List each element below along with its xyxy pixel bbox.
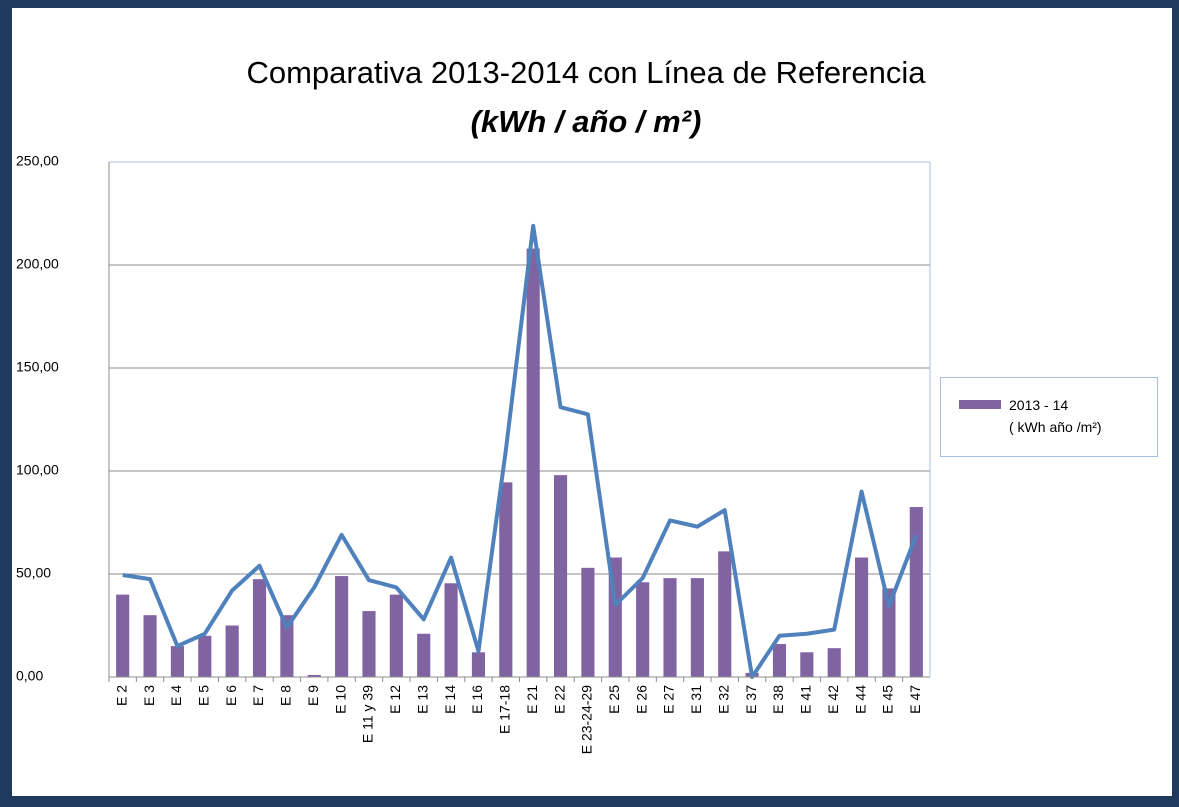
bar [718,551,732,677]
bar [690,578,704,677]
x-tick-label: E 10 [332,685,348,714]
y-tick-label: 150,00 [16,359,59,375]
y-tick-label: 200,00 [16,256,59,272]
x-tick-label: E 2 [113,685,129,706]
bar [389,594,403,677]
bar [307,674,321,677]
y-tick-label: 50,00 [16,565,51,581]
x-tick-label: E 45 [880,685,896,714]
x-tick-label: E 12 [387,685,403,714]
bar [581,567,595,677]
x-tick-label: E 16 [469,685,485,714]
bar [116,594,130,677]
bar [636,582,650,677]
x-tick-label: E 38 [770,685,786,714]
legend: 2013 - 14 ( kWh año /m²) [940,377,1158,457]
bar [471,652,486,677]
bar [335,576,349,677]
legend-label: 2013 - 14 ( kWh año /m²) [1009,397,1102,435]
x-tick-label: E 14 [442,685,458,714]
bar [198,635,212,677]
bar [855,557,869,677]
x-tick-label: E 17-18 [497,685,513,734]
bar [663,578,677,677]
x-tick-label: E 11 y 39 [360,685,376,743]
x-tick-label: E 6 [223,685,239,706]
bar [362,611,376,677]
bar [553,475,568,677]
bar [444,583,458,677]
y-tick-label: 250,00 [16,153,59,169]
x-tick-label: E 3 [141,685,157,706]
x-tick-label: E 37 [743,685,759,714]
x-tick-label: E 31 [688,685,704,714]
bar [526,248,540,677]
x-tick-label: E 42 [825,685,841,714]
x-tick-label: E 25 [606,685,622,714]
x-tick-label: E 13 [414,685,430,714]
bar [499,482,513,677]
x-tick-label: E 26 [633,685,649,714]
legend-swatch [959,400,1001,409]
x-tick-label: E 9 [305,685,321,706]
y-tick-label: 100,00 [16,462,59,478]
bar [252,579,267,677]
bar [827,648,841,677]
bar [800,652,814,677]
x-tick-label: E 44 [852,685,868,714]
bar [225,625,239,677]
bar [143,615,157,677]
x-tick-label: E 5 [195,685,211,706]
bar [280,615,294,677]
chart-subtitle: (kWh / año / m²) [471,104,702,139]
x-tick-label: E 7 [250,685,266,706]
bar [909,507,923,677]
bar [417,633,431,677]
x-tick-label: E 41 [798,685,814,714]
x-tick-label: E 27 [661,685,677,714]
bar [772,644,787,677]
x-tick-label: E 4 [168,685,184,706]
x-tick-label: E 22 [551,685,567,714]
line [122,223,919,679]
x-tick-label: E 47 [907,685,923,714]
bar [170,646,184,677]
x-tick-label: E 21 [524,685,540,714]
bar [882,588,896,677]
x-tick-label: E 8 [278,685,294,706]
y-tick-label: 0,00 [16,668,43,684]
chart-title: Comparativa 2013-2014 con Línea de Refer… [246,55,926,90]
x-tick-label: E 23-24-29 [579,685,595,754]
x-tick-label: E 32 [715,685,731,714]
